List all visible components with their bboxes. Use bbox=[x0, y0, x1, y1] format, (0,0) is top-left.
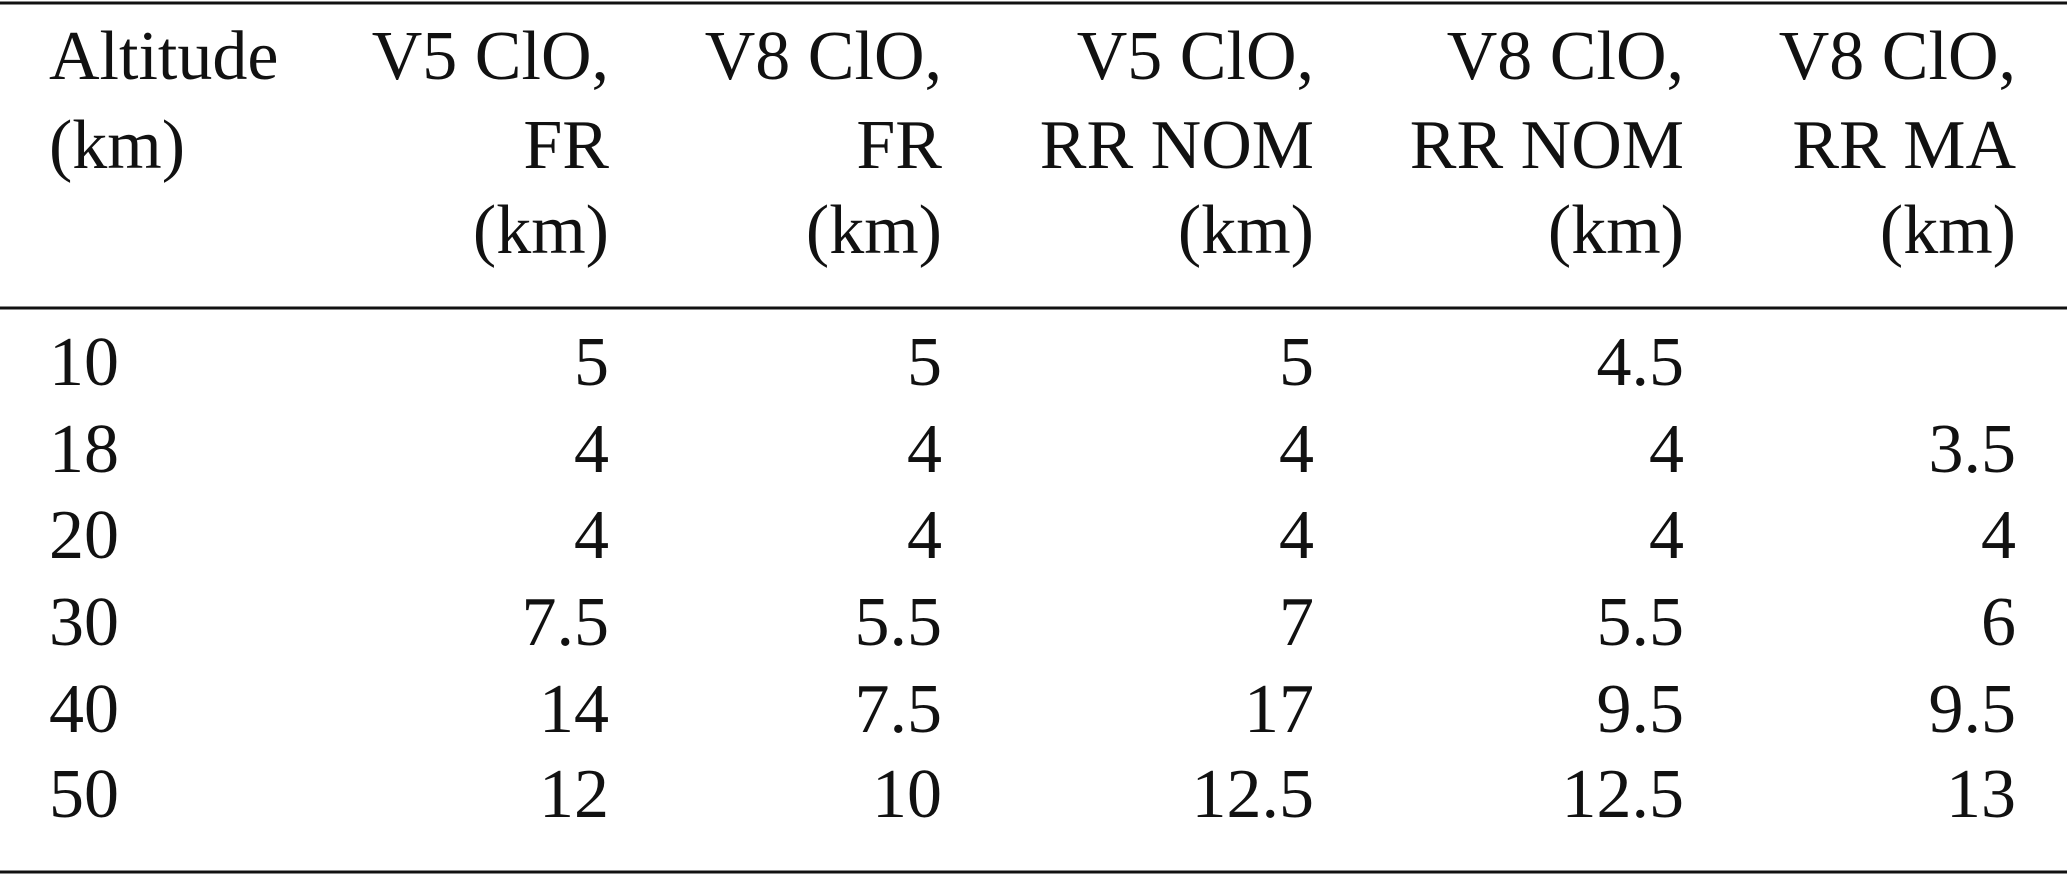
table-cell: 4 bbox=[1649, 411, 1684, 488]
header-cell: RR NOM bbox=[1410, 107, 1684, 184]
table-cell: 4 bbox=[1981, 497, 2016, 574]
table-cell: 5 bbox=[1279, 324, 1314, 401]
table-cell: 17 bbox=[1244, 671, 1314, 748]
header-cell: (km) bbox=[806, 192, 942, 269]
row-label: 30 bbox=[49, 584, 119, 661]
table-cell: 5.5 bbox=[1597, 584, 1685, 661]
header-cell: (km) bbox=[49, 107, 185, 184]
row-label: 50 bbox=[49, 756, 119, 833]
table-cell: 13 bbox=[1946, 756, 2016, 833]
header-cell: V5 ClO, bbox=[372, 18, 609, 95]
table-cell: 4 bbox=[1279, 411, 1314, 488]
table-cell: 5.5 bbox=[855, 584, 943, 661]
row-label: 40 bbox=[49, 671, 119, 748]
header-cell: (km) bbox=[1548, 192, 1684, 269]
table-cell: 4.5 bbox=[1597, 324, 1685, 401]
table-cell: 12.5 bbox=[1562, 756, 1685, 833]
table-cell: 10 bbox=[872, 756, 942, 833]
header-cell: FR bbox=[523, 107, 609, 184]
table-cell: 4 bbox=[907, 411, 942, 488]
table-cell: 7 bbox=[1279, 584, 1314, 661]
table-cell: 9.5 bbox=[1597, 671, 1685, 748]
table-cell: 7.5 bbox=[855, 671, 943, 748]
table-cell: 4 bbox=[1649, 497, 1684, 574]
header-cell: (km) bbox=[1880, 192, 2016, 269]
header-cell: (km) bbox=[1178, 192, 1314, 269]
header-cell: V8 ClO, bbox=[705, 18, 942, 95]
row-label: 10 bbox=[49, 324, 119, 401]
table-cell: 9.5 bbox=[1929, 671, 2017, 748]
header-cell: Altitude bbox=[49, 18, 278, 95]
table-cell: 4 bbox=[1279, 497, 1314, 574]
table-cell: 5 bbox=[574, 324, 609, 401]
row-label: 20 bbox=[49, 497, 119, 574]
header-cell: FR bbox=[856, 107, 942, 184]
table-cell: 6 bbox=[1981, 584, 2016, 661]
table-cell: 14 bbox=[539, 671, 609, 748]
table-cell: 7.5 bbox=[522, 584, 610, 661]
header-cell: RR NOM bbox=[1040, 107, 1314, 184]
table-cell: 4 bbox=[907, 497, 942, 574]
table-cell: 4 bbox=[574, 497, 609, 574]
table-cell: 12 bbox=[539, 756, 609, 833]
table-cell: 5 bbox=[907, 324, 942, 401]
table-cell: 12.5 bbox=[1192, 756, 1315, 833]
header-cell: V8 ClO, bbox=[1447, 18, 1684, 95]
row-label: 18 bbox=[49, 411, 119, 488]
table-cell: 3.5 bbox=[1929, 411, 2017, 488]
header-cell: (km) bbox=[473, 192, 609, 269]
header-cell: RR MA bbox=[1792, 107, 2016, 184]
header-cell: V5 ClO, bbox=[1077, 18, 1314, 95]
header-cell: V8 ClO, bbox=[1779, 18, 2016, 95]
table-cell: 4 bbox=[574, 411, 609, 488]
